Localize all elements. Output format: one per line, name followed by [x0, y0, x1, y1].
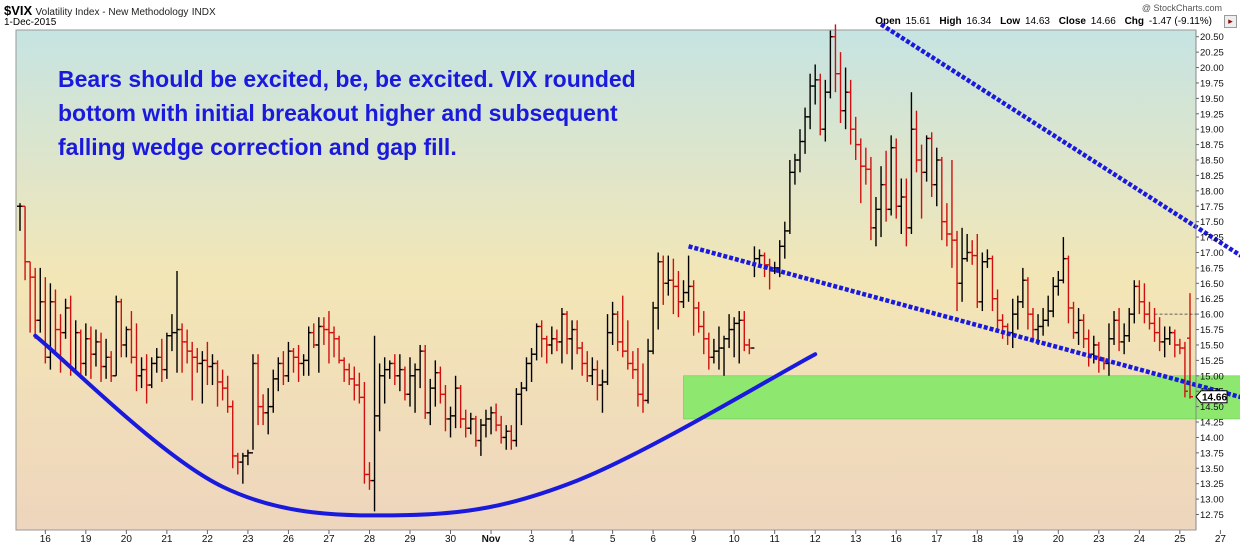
y-tick-label: 16.00 — [1200, 310, 1224, 321]
y-tick-label: 17.25 — [1200, 233, 1224, 244]
y-tick-label: 15.75 — [1200, 325, 1224, 336]
x-tick-label: 17 — [931, 534, 943, 545]
y-tick-label: 20.50 — [1200, 32, 1224, 43]
plot-area — [15, 29, 1197, 531]
x-tick-label: 27 — [1215, 534, 1227, 545]
chart-header: $VIX Volatility Index - New Methodology … — [0, 0, 1240, 30]
x-tick-label: 24 — [1134, 534, 1146, 545]
x-tick-label: Nov — [482, 534, 501, 545]
y-tick-label: 13.00 — [1200, 495, 1224, 506]
x-tick-label: 21 — [161, 534, 173, 545]
gap-fill-zone — [683, 375, 1240, 420]
open-value: 15.61 — [905, 16, 931, 27]
x-tick-label: 23 — [242, 534, 254, 545]
chart-title: $VIX Volatility Index - New Methodology … — [4, 3, 216, 18]
y-tick-label: 13.25 — [1200, 479, 1224, 490]
price-bars — [17, 24, 1193, 512]
x-tick-label: 4 — [569, 534, 575, 545]
x-tick-label: 10 — [729, 534, 741, 545]
x-tick-label: 6 — [650, 534, 656, 545]
gap-zone-layer — [683, 375, 1240, 420]
x-tick-label: 13 — [850, 534, 862, 545]
x-tick-label: 3 — [529, 534, 535, 545]
exchange-label: INDX — [191, 7, 216, 18]
x-tick-label: 11 — [769, 534, 780, 545]
x-tick-label: 22 — [202, 534, 214, 545]
y-tick-label: 18.75 — [1200, 140, 1224, 151]
stockcharts-credit: @ StockCharts.com — [1141, 3, 1222, 13]
ohlc-readout: Open 15.61 High 16.34 Low 14.63 Close 14… — [875, 16, 1212, 27]
x-tick-label: 20 — [121, 534, 133, 545]
last-price-label: 14.66 — [1202, 393, 1227, 404]
high-value: 16.34 — [966, 16, 992, 27]
close-label: Close — [1058, 16, 1086, 27]
y-tick-label: 14.25 — [1200, 418, 1224, 429]
y-tick-label: 15.00 — [1200, 371, 1224, 382]
chg-value: -1.47 (-9.11%) — [1148, 16, 1212, 27]
y-tick-label: 17.00 — [1200, 248, 1224, 259]
y-tick-label: 16.25 — [1200, 294, 1224, 305]
y-tick-label: 12.75 — [1200, 510, 1224, 521]
y-tick-label: 19.50 — [1200, 94, 1224, 105]
y-tick-label: 19.75 — [1200, 78, 1224, 89]
scroll-right-icon[interactable]: ▸ — [1224, 15, 1237, 28]
x-tick-label: 16 — [891, 534, 903, 545]
chg-label: Chg — [1124, 16, 1145, 27]
x-tick-label: 19 — [1012, 534, 1024, 545]
x-tick-label: 28 — [364, 534, 376, 545]
x-tick-label: 9 — [691, 534, 697, 545]
x-tick-label: 27 — [323, 534, 335, 545]
y-tick-label: 20.00 — [1200, 63, 1224, 74]
x-tick-label: 20 — [1053, 534, 1065, 545]
ohlc-bar — [1181, 341, 1188, 398]
x-tick-label: 25 — [1174, 534, 1186, 545]
last-price-tag: 14.66 — [1154, 313, 1228, 404]
y-tick-label: 17.75 — [1200, 202, 1224, 213]
low-value: 14.63 — [1024, 16, 1050, 27]
y-tick-label: 15.50 — [1200, 340, 1224, 351]
y-tick-label: 13.50 — [1200, 464, 1224, 475]
rounded-bottom-curve — [33, 333, 818, 518]
chart-date: 1-Dec-2015 — [4, 17, 57, 28]
x-tick-label: 30 — [445, 534, 457, 545]
y-tick-label: 14.50 — [1200, 402, 1224, 413]
x-tick-label: 5 — [610, 534, 616, 545]
y-tick-label: 16.50 — [1200, 279, 1224, 290]
x-tick-label: 18 — [972, 534, 984, 545]
open-label: Open — [875, 16, 901, 27]
x-axis: 16 19 20 21 22 23 26 27 28 29 30 Nov 3 4 5 6 9 10 11 12 13 16… — [40, 530, 1227, 545]
x-tick-label: 12 — [810, 534, 822, 545]
y-tick-label: 17.50 — [1200, 217, 1224, 228]
x-tick-label: 19 — [80, 534, 92, 545]
x-tick-label: 26 — [283, 534, 295, 545]
x-tick-label: 23 — [1093, 534, 1105, 545]
y-tick-label: 15.25 — [1200, 356, 1224, 367]
y-axis: 12.75 13.00 13.25 13.50 13.75 14.00 14.25 14.50… — [1195, 30, 1224, 530]
y-tick-label: 18.00 — [1200, 186, 1224, 197]
x-tick-label: 16 — [40, 534, 52, 545]
low-label: Low — [1000, 16, 1021, 27]
symbol-description: Volatility Index - New Methodology — [35, 7, 189, 18]
y-tick-label: 18.25 — [1200, 171, 1224, 182]
y-tick-label: 18.50 — [1200, 156, 1224, 167]
last-price-box — [1195, 390, 1228, 404]
x-tick-label: 29 — [404, 534, 416, 545]
y-tick-label: 13.75 — [1200, 448, 1224, 459]
high-label: High — [939, 16, 962, 27]
y-tick-label: 14.00 — [1200, 433, 1224, 444]
annotation-text: Bears should be excited, be, be excited.… — [58, 66, 636, 160]
y-tick-label: 19.25 — [1200, 109, 1224, 120]
y-tick-label: 20.25 — [1200, 48, 1224, 59]
symbol-label: $VIX — [4, 3, 33, 18]
wedge-upper-line — [879, 22, 1240, 258]
y-tick-label: 19.00 — [1200, 125, 1224, 136]
close-value: 14.66 — [1090, 16, 1116, 27]
y-tick-label: 16.75 — [1200, 263, 1224, 274]
